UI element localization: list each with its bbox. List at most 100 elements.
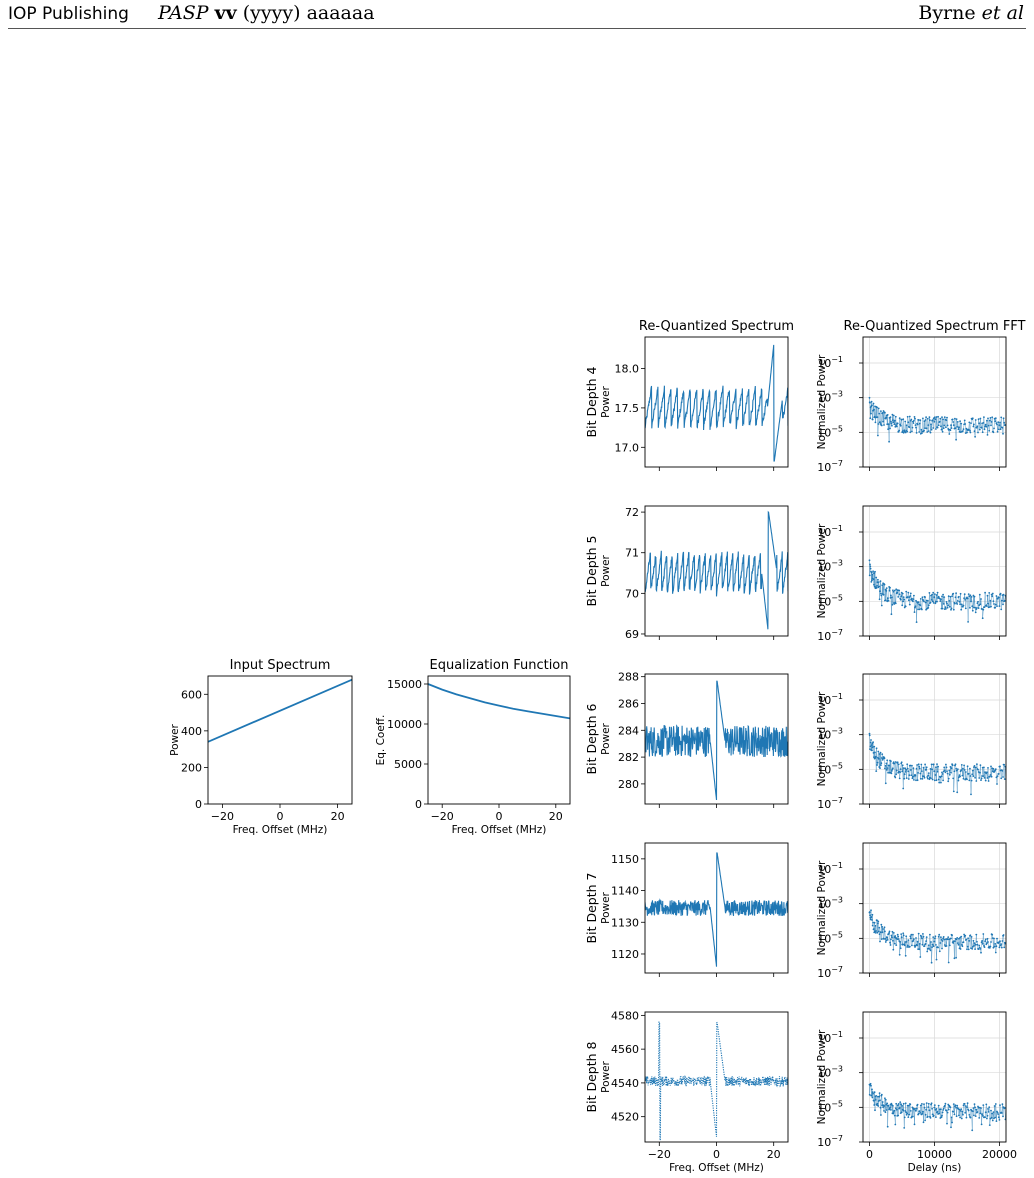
y-tick-label: 282 [618,751,639,764]
y-tick-exponent: −5 [831,761,843,770]
y-tick-exponent: −5 [831,930,843,939]
y-tick-exponent: −3 [831,896,843,905]
plot-area [645,344,788,462]
y-tick-exponent: −5 [831,593,843,602]
author-name: Byrne [918,2,976,24]
y-tick-exponent: −7 [831,965,843,974]
y-axis-label: Normalized Power [816,354,828,449]
chart-equalization: 0 5000 10000 15000 −20 0 20 Equalization Functi… [375,658,571,836]
y-tick-label: 17.5 [615,402,640,415]
series-line [208,678,352,743]
y-axis-label: Eq. Coeff. [375,715,387,766]
x-axis-label: Delay (ns) [908,1162,962,1174]
x-axis-label: Freq. Offset (MHz) [233,824,328,836]
plot-area [428,683,570,720]
y-tick-label: 0 [415,798,422,811]
running-authors: Byrne et al [918,2,1024,24]
x-tick-label: 20 [549,810,563,823]
y-tick-label: 1120 [611,948,639,961]
journal-volume: vv [214,2,237,24]
plot-area [645,510,788,630]
plot-area [868,909,1006,964]
x-tick-label: −20 [431,810,454,823]
y-tick-label: 71 [625,547,639,560]
series-line [869,910,1006,963]
y-tick-exponent: −1 [831,692,843,701]
plot-area [645,852,788,967]
y-tick-exponent: −7 [831,1134,843,1143]
y-tick-label: 400 [181,725,202,738]
y-tick-label: 288 [618,671,639,684]
y-tick-exponent: −7 [831,796,843,805]
series-line [645,344,788,462]
y-tick-label: 4540 [611,1077,639,1090]
y-tick-label: 600 [181,688,202,701]
y-tick-label: 4560 [611,1043,639,1056]
y-tick-label: 72 [625,506,639,519]
y-axis-label: Normalized Power [816,691,828,786]
data-point [868,732,871,735]
y-tick-exponent: −3 [831,727,843,736]
y-tick-label: 10−7 [817,459,843,474]
y-tick-label: 4580 [611,1009,639,1022]
series-line [645,852,788,967]
y-tick-exponent: −5 [831,424,843,433]
series-line [869,733,1006,795]
y-tick-exponent: −7 [831,628,843,637]
y-axis-label: Power [600,891,612,923]
author-etal: et al [981,2,1024,24]
y-tick-label: 200 [181,761,202,774]
series-line [645,510,788,630]
y-tick-label: 10000 [387,718,422,731]
series-line [869,1083,1006,1131]
x-axis-label: Freq. Offset (MHz) [452,824,547,836]
y-tick-label: 18.0 [615,363,640,376]
x-tick-label: 0 [496,810,503,823]
plot-area [208,678,352,743]
y-axis-label: Power [600,722,612,754]
y-tick-exponent: −1 [831,1030,843,1039]
y-tick-label: 10−7 [817,965,843,980]
y-tick-label: 10−7 [817,796,843,811]
y-tick-label: 69 [625,628,639,641]
y-tick-exponent: −3 [831,1065,843,1074]
x-tick-label: 0 [277,810,284,823]
journal-reference: PASP vv (yyyy) aaaaaa [158,2,375,24]
x-axis-label: Freq. Offset (MHz) [669,1162,764,1174]
y-tick-label: 280 [618,778,639,791]
y-axis-label: Normalized Power [816,1029,828,1124]
chart-fft4: 10−710−510−310−1Re-Quantized Spectrum FF… [816,319,1026,474]
y-axis-label: Power [600,1060,612,1092]
plot-area [868,396,1006,443]
chart-title: Re-Quantized Spectrum [639,319,794,334]
x-tick-label: −20 [211,810,234,823]
y-tick-label: 1140 [611,885,639,898]
page-header: IOP Publishing PASP vv (yyyy) aaaaaa Byr… [0,0,1034,30]
y-tick-exponent: −7 [831,459,843,468]
row-label: Bit Depth 8 [584,1041,599,1112]
y-tick-label: 4520 [611,1111,639,1124]
series-line [869,397,1006,442]
y-tick-exponent: −1 [831,861,843,870]
header-rule [8,28,1026,29]
y-axis-label: Power [600,554,612,586]
x-tick-label: 10000 [917,1148,952,1161]
x-tick-label: −20 [648,1148,671,1161]
y-axis-label: Normalized Power [816,860,828,955]
x-tick-label: 0 [866,1148,873,1161]
y-axis-label: Power [600,385,612,417]
row-label: Bit Depth 5 [584,536,599,607]
y-tick-exponent: −5 [831,1099,843,1108]
y-tick-label: 5000 [394,758,422,771]
journal-abbrev: PASP [158,2,209,24]
y-tick-label: 1150 [611,853,639,866]
x-tick-label: 20 [331,810,345,823]
x-tick-label: 0 [713,1148,720,1161]
journal-article: aaaaaa [306,2,375,24]
y-tick-exponent: −3 [831,559,843,568]
